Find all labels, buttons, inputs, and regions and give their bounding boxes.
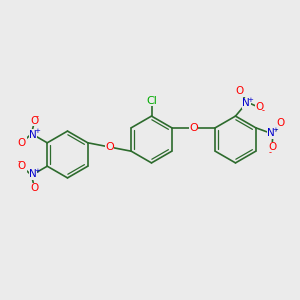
Text: N: N [29,130,37,140]
Text: -: - [262,106,265,116]
Text: O: O [105,142,114,152]
Text: -: - [269,148,272,157]
Text: +: + [34,168,40,174]
Text: N: N [267,128,275,138]
Text: O: O [189,123,198,133]
Text: O: O [277,118,285,128]
Text: O: O [30,116,39,126]
Text: O: O [268,142,276,152]
Text: -: - [36,112,39,121]
Text: N: N [242,98,250,109]
Text: N: N [29,169,37,179]
Text: +: + [272,127,278,133]
Text: -: - [18,157,21,166]
Text: Cl: Cl [146,95,157,106]
Text: +: + [34,128,40,134]
Text: O: O [18,161,26,171]
Text: O: O [255,102,263,112]
Text: +: + [247,97,253,103]
Text: O: O [30,183,39,193]
Text: O: O [236,86,244,96]
Text: O: O [18,138,26,148]
